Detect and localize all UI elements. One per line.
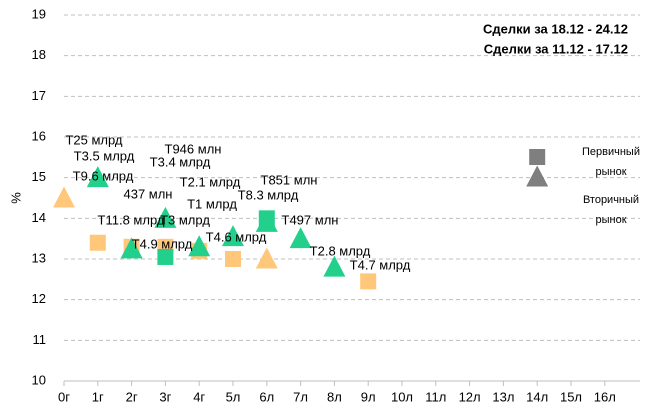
- x-tick-label: 11л: [425, 389, 446, 404]
- data-label: T3.5 млрд: [74, 148, 135, 163]
- legend-entry: Сделки за 11.12 - 17.12: [484, 41, 628, 56]
- y-tick-label: 16: [32, 128, 46, 143]
- x-tick-label: 10л: [391, 389, 413, 404]
- data-label: T1 млрд: [187, 196, 237, 211]
- x-tick-label: 9л: [361, 389, 376, 404]
- point: [188, 235, 211, 257]
- data-label: T25 млрд: [65, 132, 122, 147]
- x-tick-label: 2г: [126, 389, 138, 404]
- x-tick-label: 7л: [293, 389, 308, 404]
- legend-label: рынок: [595, 166, 626, 178]
- point: [120, 237, 143, 259]
- point: [86, 166, 109, 188]
- point: [222, 225, 244, 247]
- x-tick-label: 12л: [459, 389, 481, 404]
- y-tick-label: 15: [32, 169, 46, 184]
- y-tick-label: 19: [32, 6, 46, 21]
- point: [225, 251, 241, 267]
- x-tick-label: 1г: [92, 389, 104, 404]
- data-label: T3.4 млрд: [150, 154, 211, 169]
- legend-label: Вторичный: [583, 194, 639, 206]
- point: [258, 210, 275, 227]
- legend-label: Первичный: [582, 146, 640, 158]
- y-tick-label: 14: [32, 210, 46, 225]
- y-tick-label: 17: [32, 88, 46, 103]
- x-tick-label: 4г: [193, 389, 205, 404]
- data-label: T9.6 млрд: [73, 168, 134, 183]
- x-tick-label: 3г: [159, 389, 171, 404]
- x-tick-label: 13л: [492, 389, 514, 404]
- y-tick-label: 18: [32, 47, 46, 62]
- y-tick-label: 11: [33, 332, 47, 347]
- data-label: T2.8 млрд: [310, 243, 371, 258]
- y-tick-label: 10: [32, 372, 46, 387]
- point: [157, 248, 174, 265]
- x-tick-label: 16л: [594, 389, 616, 404]
- legend-label: рынок: [595, 214, 626, 226]
- point: [255, 247, 278, 269]
- x-tick-label: 15л: [560, 389, 582, 404]
- x-tick-label: 6л: [259, 389, 274, 404]
- data-label: T497 млн: [282, 212, 339, 227]
- point: [154, 206, 177, 228]
- data-label: T8.3 млрд: [238, 187, 299, 202]
- data-label: T946 млн: [165, 141, 222, 156]
- y-tick-label: 13: [32, 250, 46, 265]
- x-tick-label: 5л: [226, 389, 241, 404]
- point: [289, 227, 312, 249]
- y-axis-label: %: [8, 192, 23, 204]
- x-tick-label: 0г: [58, 389, 70, 404]
- point: [323, 255, 346, 277]
- legend-entry: Сделки за 18.12 - 24.12: [483, 21, 628, 36]
- data-label: T4.7 млрд: [350, 257, 411, 272]
- point: [360, 273, 377, 290]
- point: [89, 234, 106, 251]
- y-tick-label: 12: [32, 291, 46, 306]
- x-tick-label: 8л: [327, 389, 342, 404]
- data-label: 437 млн: [123, 186, 172, 201]
- data-label: T2.1 млрд: [180, 174, 241, 189]
- data-label: T851 млн: [261, 172, 318, 187]
- data-label: T4.9 млрд: [132, 236, 193, 251]
- legend-marker: [526, 165, 549, 187]
- point: [53, 186, 75, 208]
- data-label: T3 млрд: [160, 212, 210, 227]
- legend-marker: [529, 149, 546, 165]
- data-label: T11.8 млрд: [98, 212, 165, 227]
- x-tick-label: 14л: [526, 389, 548, 404]
- data-label: T4.6 млрд: [206, 229, 267, 244]
